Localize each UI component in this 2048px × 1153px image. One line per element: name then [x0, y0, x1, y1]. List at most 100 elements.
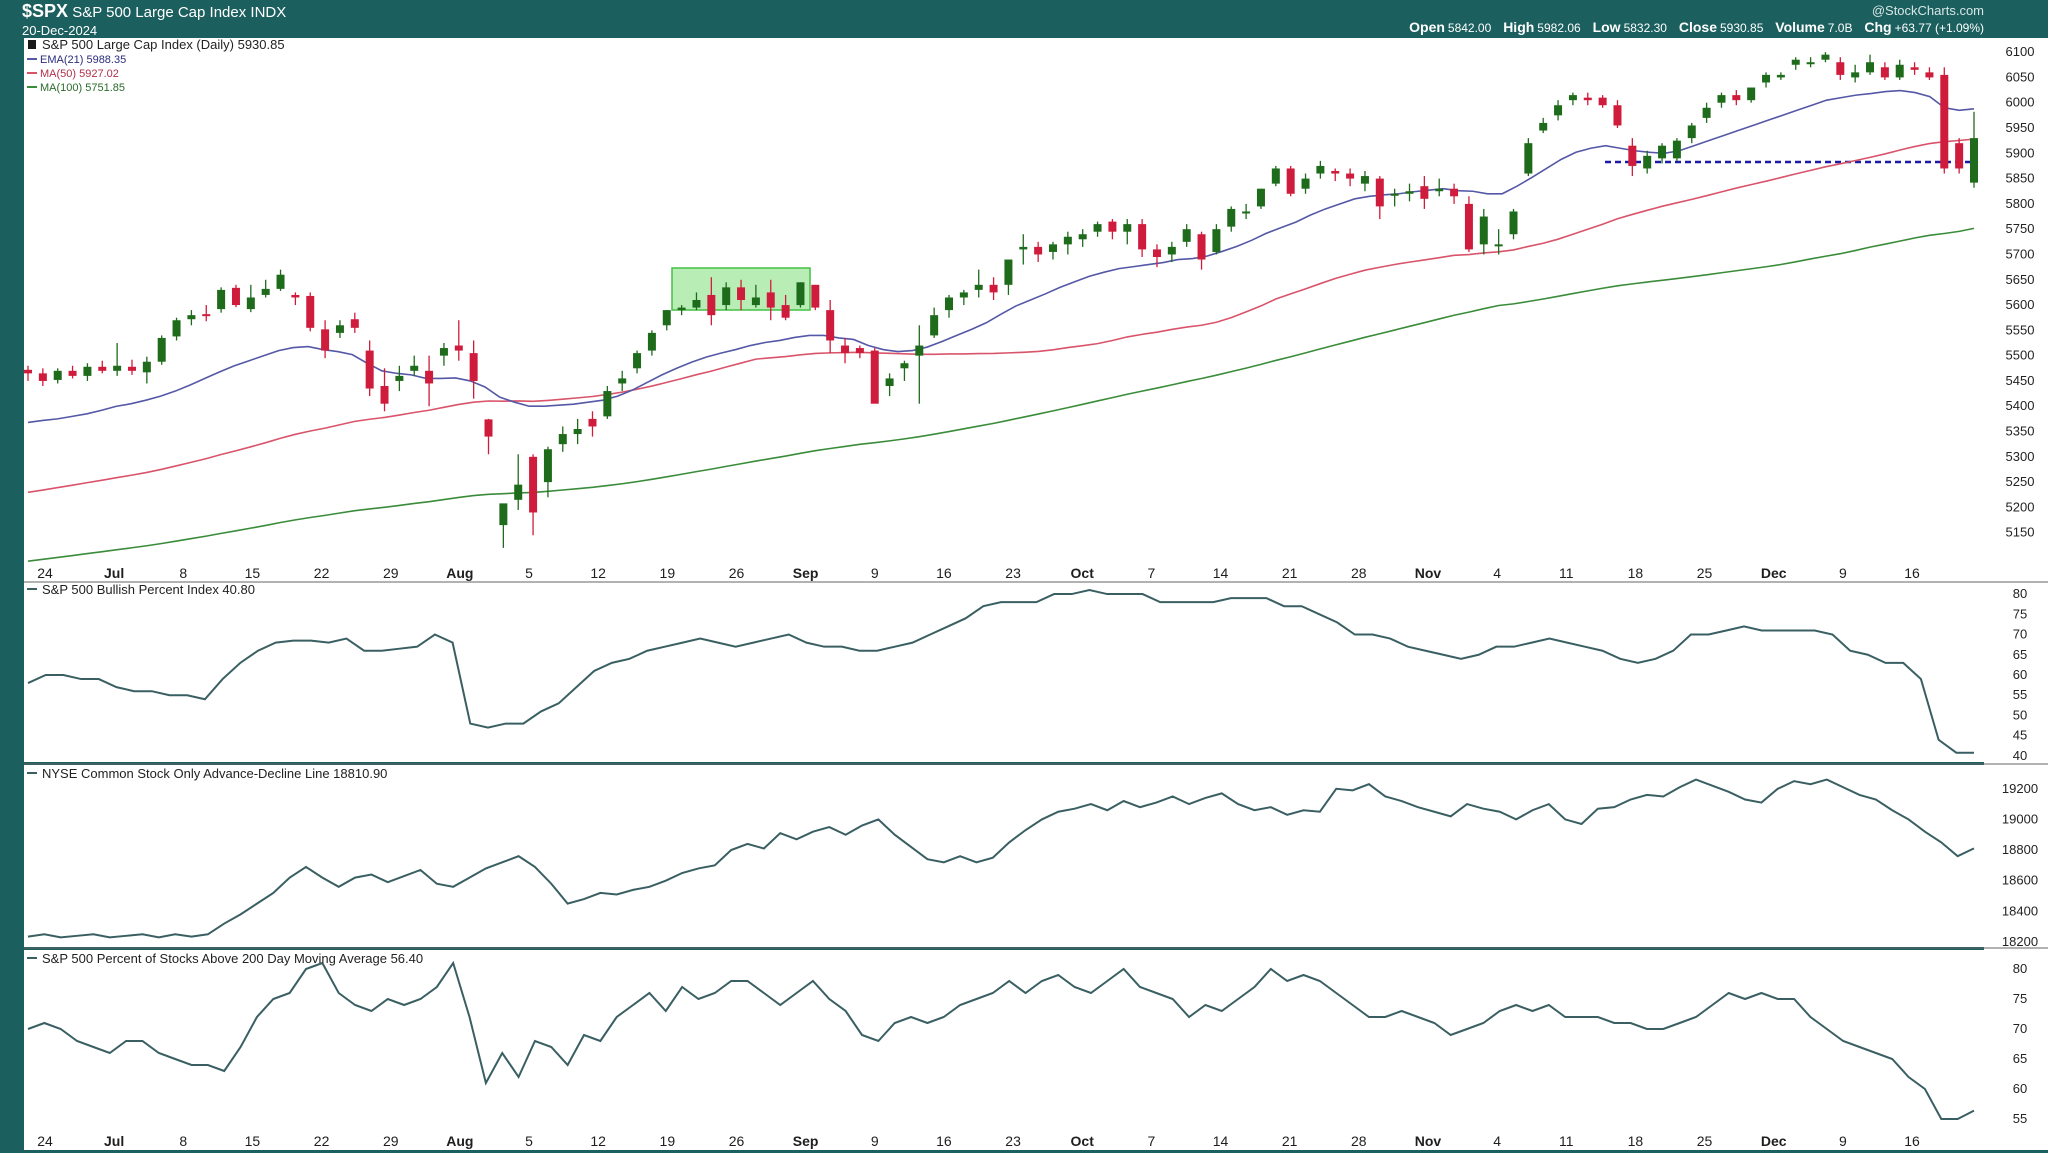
legend-bpi: S&P 500 Bullish Percent Index 40.80 [42, 582, 255, 597]
bpi-y-tick: 55 [2013, 687, 2027, 702]
bpi-y-tick: 75 [2013, 606, 2027, 621]
candle-body [1702, 107, 1711, 118]
date-tick: 18 [1628, 1133, 1644, 1149]
candle-body [1464, 203, 1473, 250]
candle-body [1628, 145, 1637, 166]
candle-body [959, 292, 968, 298]
bpi-y-tick: 70 [2013, 627, 2027, 642]
candle-body [425, 370, 434, 384]
date-tick: 25 [1697, 1133, 1713, 1149]
candle-body [395, 375, 404, 381]
candle-body [1717, 95, 1726, 103]
date-tick: 23 [1005, 1133, 1021, 1149]
candle-body [1019, 246, 1028, 250]
date-tick: 19 [660, 565, 676, 581]
candle-body [1420, 186, 1429, 199]
candle-body [469, 353, 478, 381]
candle-body [1048, 244, 1057, 252]
pct200-legend: S&P 500 Percent of Stocks Above 200 Day … [27, 951, 423, 966]
date-tick: 7 [1147, 1133, 1155, 1149]
date-tick: Aug [446, 565, 473, 581]
open-value: 5842.00 [1447, 21, 1492, 35]
candle-body [1242, 211, 1251, 214]
candle-body [1301, 178, 1310, 189]
date-tick: 15 [245, 565, 261, 581]
candle-body [1078, 234, 1087, 240]
candle-body [1509, 211, 1518, 235]
date-tick: 19 [660, 1133, 676, 1149]
ohlc-summary: Open 5842.00 High 5982.06 Low 5832.30 Close… [1401, 19, 1984, 35]
candle-body [380, 386, 389, 404]
candle-body [127, 366, 136, 371]
candle-body [53, 370, 62, 380]
date-tick: 22 [314, 565, 330, 581]
pct200-panel [24, 950, 1984, 1130]
legend-price-swatch [28, 40, 36, 49]
candle-body [321, 329, 330, 351]
date-tick: 16 [1904, 565, 1920, 581]
candle-body [1791, 59, 1800, 65]
candle-body [603, 391, 612, 417]
change-label: Chg [1864, 19, 1892, 35]
candle-body [1568, 95, 1577, 101]
candle-body [1821, 54, 1830, 60]
candle-body [1004, 259, 1013, 285]
date-tick: Nov [1415, 565, 1442, 581]
price-y-tick: 5600 [2006, 297, 2035, 312]
ad-panel [24, 765, 1984, 947]
date-tick: 12 [590, 1133, 606, 1149]
candle-body [1851, 72, 1860, 78]
candle-body [989, 284, 998, 293]
chart-date: 20-Dec-2024 [22, 23, 98, 38]
candle-body [1776, 74, 1785, 78]
ticker-symbol: $SPX [22, 1, 69, 21]
candle-body [306, 295, 315, 328]
date-tick: 26 [729, 565, 745, 581]
candle-body [1806, 62, 1815, 65]
candle-body [811, 284, 820, 308]
candle-body [1762, 74, 1771, 83]
date-tick: 4 [1493, 1133, 1501, 1149]
candle-body [499, 503, 508, 526]
date-tick: 28 [1351, 565, 1367, 581]
candle-body [826, 310, 835, 341]
candle-body [737, 287, 746, 300]
ma100-line [27, 227, 1975, 562]
date-tick: 14 [1213, 1133, 1229, 1149]
date-tick: 16 [1904, 1133, 1920, 1149]
price-y-tick: 5150 [2006, 525, 2035, 540]
candle-body [870, 350, 879, 404]
date-tick: Aug [446, 1133, 473, 1149]
candle-body [915, 345, 924, 356]
x-axis-labels: 24 24 Jul Jul 8 8 15 15 22 22 29 29 Aug Aug 5 5 12 12 19 19… [37, 565, 1920, 1149]
bpi-y-tick: 60 [2013, 667, 2027, 682]
candle-body [1658, 145, 1667, 159]
candle-body [291, 294, 300, 298]
candle-body [841, 345, 850, 354]
candle-body [157, 337, 166, 362]
date-tick: Dec [1761, 565, 1787, 581]
ad-y-tick: 18400 [2002, 903, 2038, 918]
candle-body [1256, 188, 1265, 207]
candle-body [365, 350, 374, 389]
candle-body [1925, 72, 1934, 78]
y-axis-labels: 5150520052505300535054005450550055505600… [2002, 44, 2038, 1126]
date-tick: 9 [1839, 565, 1847, 581]
candle-body [1895, 64, 1904, 78]
right-axis-area [1984, 38, 2048, 1150]
candle-body [246, 297, 255, 310]
candle-body [1316, 165, 1325, 174]
candle-body [1970, 138, 1978, 183]
candle-body [573, 429, 582, 435]
pct200-y-tick: 65 [2013, 1051, 2027, 1066]
exchange-label: INDX [250, 4, 287, 21]
candle-body [945, 297, 954, 311]
date-tick: Dec [1761, 1133, 1787, 1149]
price-panel [24, 38, 1984, 562]
price-y-tick: 5300 [2006, 449, 2035, 464]
candle-body [142, 361, 151, 373]
candle-body [1910, 67, 1919, 70]
candle-body [1360, 176, 1369, 184]
candle-body [1955, 143, 1964, 169]
candle-body [900, 363, 909, 369]
